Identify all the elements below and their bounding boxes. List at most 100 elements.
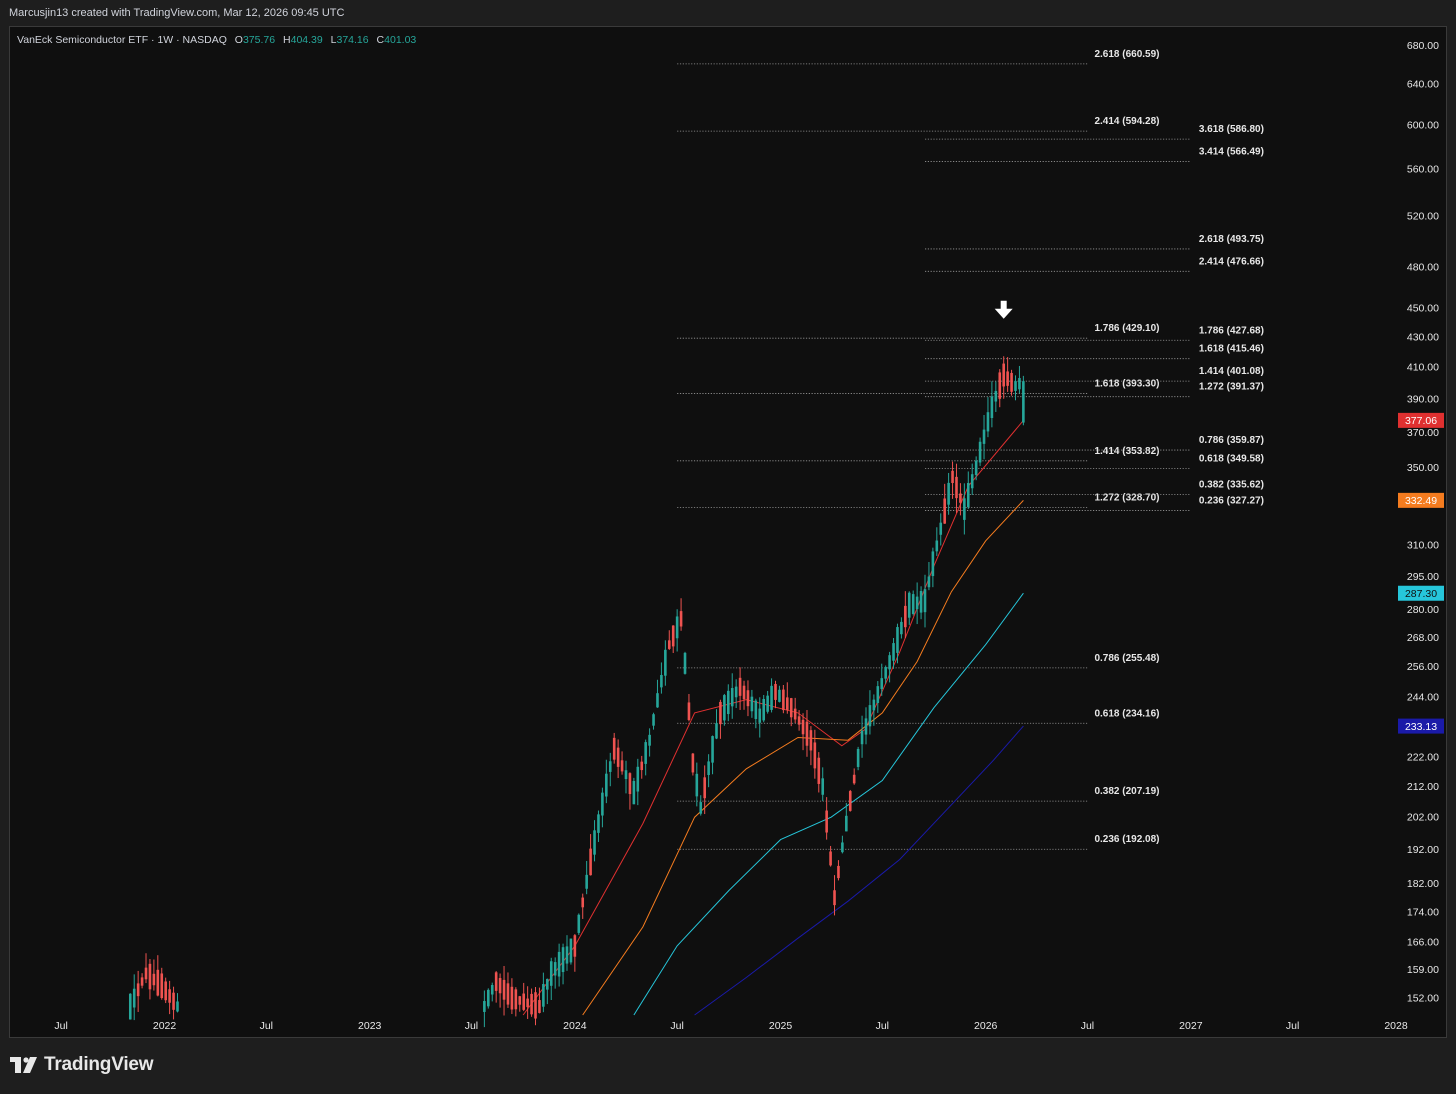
candle-body — [601, 792, 604, 816]
candle-body — [490, 985, 494, 995]
legend-close-value: 401.03 — [384, 34, 416, 46]
candle-body — [1014, 381, 1017, 391]
fib-level-label: 2.618 (660.59) — [1094, 49, 1159, 60]
y-tick-label: 212.00 — [1407, 781, 1439, 793]
candle-body — [632, 781, 636, 805]
candle-body — [947, 482, 950, 505]
candle-body — [931, 551, 935, 577]
candle-body — [156, 969, 160, 996]
x-tick-label: Jul — [1286, 1020, 1299, 1032]
candle-body — [896, 627, 899, 653]
candle-body — [738, 677, 742, 696]
candle-body — [581, 897, 585, 908]
chart-frame[interactable]: VanEck Semiconductor ETF · 1W · NASDAQ O… — [9, 26, 1447, 1038]
price-axis[interactable]: 152.00 159.00 166.00 174.00 182.00 192.00 202.… — [1396, 27, 1446, 1037]
tradingview-logo-icon — [10, 1057, 37, 1073]
candle-body — [833, 890, 836, 906]
y-tick-label: 268.00 — [1407, 632, 1439, 644]
candle-body — [880, 678, 884, 690]
x-tick-label: Jul — [1081, 1020, 1094, 1032]
candle-body — [841, 842, 844, 853]
candle-body — [778, 689, 781, 702]
candle-body — [569, 938, 573, 963]
candle-body — [597, 814, 600, 833]
moving-average-line — [633, 592, 1024, 1016]
candle-body — [691, 753, 695, 773]
price-tag — [1398, 585, 1444, 601]
candle-body — [534, 992, 537, 1019]
candle-body — [494, 972, 498, 991]
time-axis[interactable]: Jul 2022 Jul 2023 Jul 2024 Jul 2025 Jul 2026 Jul 20… — [54, 1020, 1407, 1032]
price-tag — [1398, 718, 1444, 734]
candle-body — [589, 848, 592, 876]
candle-body — [970, 474, 974, 489]
legend-open-label: O — [235, 34, 243, 46]
candle-body — [852, 774, 856, 784]
candlesticks — [128, 356, 1025, 1028]
price-chart[interactable]: VanEck Semiconductor ETF · 1W · NASDAQ O… — [10, 27, 1446, 1037]
candle-body — [876, 686, 880, 703]
y-tick-label: 174.00 — [1407, 907, 1439, 919]
candle-body — [966, 482, 970, 508]
candle-body — [648, 734, 651, 746]
candle-body — [770, 685, 773, 710]
legend-open-value: 375.76 — [243, 34, 275, 46]
candle-body — [1006, 371, 1009, 386]
candle-body — [817, 757, 821, 784]
symbol-legend: VanEck Semiconductor ETF · 1W · NASDAQ O… — [17, 34, 416, 46]
candle-body — [730, 688, 734, 707]
candle-body — [542, 984, 545, 1007]
candle-body — [506, 983, 510, 1005]
candle-body — [144, 967, 148, 980]
candle-body — [498, 978, 502, 994]
candle-body — [762, 698, 766, 721]
fib-level-label: 1.414 (353.82) — [1094, 446, 1159, 457]
legend-high-value: 404.39 — [291, 34, 323, 46]
fibonacci-levels[interactable]: 2.618 (660.59) 2.414 (594.28) 1.786 (429.1… — [677, 49, 1264, 850]
candle-body — [719, 701, 722, 725]
legend-low-value: 374.16 — [337, 34, 369, 46]
candle-body — [585, 874, 588, 889]
candle-body — [1022, 381, 1025, 423]
candle-body — [577, 914, 581, 933]
x-tick-label: Jul — [260, 1020, 273, 1032]
fib-level-label: 3.414 (566.49) — [1199, 147, 1264, 158]
x-tick-label: 2023 — [358, 1020, 382, 1032]
tradingview-logo: TradingView — [10, 1054, 154, 1076]
candle-body — [986, 412, 990, 432]
x-tick-label: Jul — [670, 1020, 683, 1032]
y-tick-label: 450.00 — [1407, 302, 1439, 314]
candle-body — [699, 802, 703, 814]
candle-body — [152, 973, 156, 986]
fib-level-label: 2.414 (594.28) — [1094, 116, 1159, 127]
candle-body — [746, 690, 750, 707]
y-tick-label: 680.00 — [1407, 40, 1439, 52]
x-tick-label: 2028 — [1384, 1020, 1408, 1032]
candle-body — [660, 675, 663, 688]
candle-body — [593, 830, 596, 855]
candle-body — [518, 996, 522, 1005]
fib-level-label: 1.618 (393.30) — [1094, 379, 1159, 390]
fib-level-label: 0.236 (327.27) — [1199, 495, 1264, 506]
candle-body — [522, 993, 526, 1010]
x-tick-label: 2026 — [974, 1020, 998, 1032]
fib-level-label: 3.618 (586.80) — [1199, 124, 1264, 135]
candle-body — [561, 947, 565, 973]
candle-body — [734, 686, 738, 698]
candle-body — [915, 596, 919, 610]
candle-body — [801, 719, 805, 735]
fib-level-label: 1.272 (328.70) — [1094, 493, 1159, 504]
y-tick-label: 350.00 — [1407, 462, 1439, 474]
y-tick-label: 295.00 — [1407, 571, 1439, 583]
legend-symbol: VanEck Semiconductor ETF · 1W · NASDAQ — [17, 34, 227, 46]
candle-body — [955, 476, 958, 499]
candle-body — [707, 761, 710, 776]
x-tick-label: 2025 — [769, 1020, 793, 1032]
candle-body — [998, 372, 1002, 399]
candle-body — [845, 815, 848, 832]
candle-body — [514, 989, 518, 1010]
y-tick-label: 192.00 — [1407, 844, 1439, 856]
y-tick-label: 600.00 — [1407, 120, 1439, 132]
candle-body — [140, 977, 144, 986]
candle-body — [510, 986, 514, 1010]
